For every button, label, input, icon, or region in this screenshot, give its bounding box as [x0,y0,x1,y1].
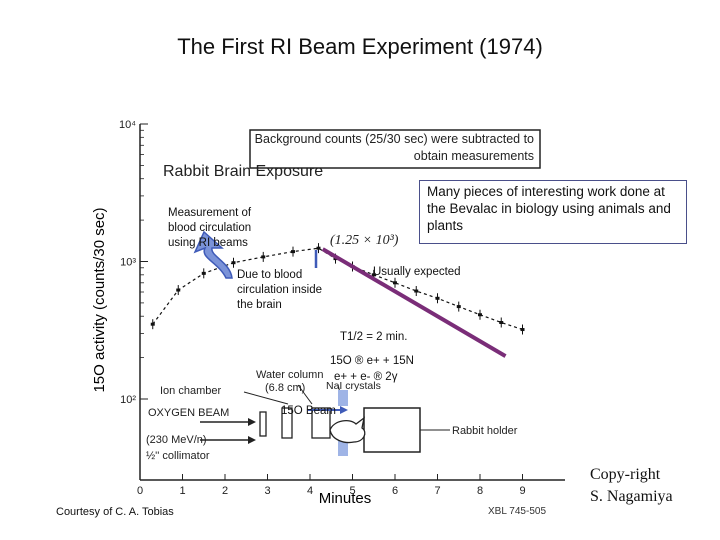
blood-circulation-note: Due to blood circulation inside the brai… [237,268,337,313]
courtesy-credit: Courtesy of C. A. Tobias [56,506,174,518]
usually-expected-note: Usually expected [373,266,461,278]
beam-label: 15O Beam [281,405,336,417]
x-tick-label: 8 [477,485,483,497]
chart-ticks: 0 1 2 3 4 5 6 7 8 9 10² 10³ 10⁴ [119,119,526,497]
x-tick-label: 4 [307,485,313,497]
data-point [371,273,376,277]
data-point [478,313,482,317]
background-note-holder: Background counts (25/30 sec) were subtr… [254,132,534,163]
data-point [414,289,419,293]
water-column [311,407,331,439]
beam-energy-label: (230 MeV/n) [146,434,207,446]
data-point [316,246,321,250]
x-tick-label: 6 [392,485,398,497]
blood-measurement-note: Measurement of blood circulation using R… [168,207,252,249]
x-axis-title: Minutes [319,490,372,507]
data-point [393,281,397,285]
data-point [291,250,295,254]
copyright-block: Copy-right S. Nagamiya [590,464,673,509]
water-column-leader [297,384,313,405]
x-tick-label: 0 [137,485,143,497]
ion-chamber-plate [259,411,267,437]
figure-ref-code: XBL 745-505 [488,506,546,517]
y-tick-label: 10³ [120,257,136,269]
x-tick-label: 9 [519,485,525,497]
decay-line-1: 15O ® e+ + 15N [330,355,414,367]
x-tick-label: 7 [434,485,440,497]
rabbit-icon [329,416,366,444]
ion-chamber-plate-2 [281,407,293,439]
data-point [261,255,266,259]
nai-crystal-bottom [338,438,348,456]
ion-chamber-leader [243,391,289,405]
data-point [435,296,440,300]
slide-title: The First RI Beam Experiment (1974) [177,34,543,59]
beam-arrow-head-icon [248,418,256,426]
data-point [499,321,504,325]
y-tick-label: 10² [120,394,136,406]
half-life-note: T1/2 = 2 min. [340,331,408,343]
data-point [176,288,181,292]
water-column-length: (6.8 cm) [265,382,305,394]
y-axis-title: 15O activity (counts/30 sec) [91,207,108,392]
beam-arrow-head-icon-2 [248,436,256,444]
data-point [520,328,525,332]
x-tick-label: 1 [179,485,185,497]
peak-label: (1.25 × 10³) [330,233,399,248]
water-column-label: Water column [256,369,323,381]
measurement-arrow-icon [193,230,233,279]
expected-curve [321,247,507,358]
rabbit-holder [363,407,421,453]
copyright-line-2: S. Nagamiya [590,488,673,506]
measured-curve [152,247,523,331]
data-point [231,261,236,265]
beam-label-arrow-head-icon [340,406,348,414]
background-note-box [249,129,541,169]
x-tick-label: 3 [264,485,270,497]
y-tick-label: 10⁴ [119,119,136,131]
data-point [456,305,461,309]
copyright-line-1: Copy-right [590,466,661,483]
x-tick-label: 2 [222,485,228,497]
apparatus-diagram: Ion chamber Water column (6.8 cm) NaI cr… [146,369,518,462]
x-tick-label: 5 [349,485,355,497]
nai-crystal-top [338,390,348,406]
panel-title: Rabbit Brain Exposure [163,163,323,180]
rabbit-holder-label: Rabbit holder [452,425,518,437]
background-note: Background counts (25/30 sec) were subtr… [254,132,534,163]
decay-line-2: e+ + e- ® 2γ [334,371,398,383]
expected-line [321,247,507,358]
data-point [201,271,206,275]
ion-chamber-label: Ion chamber [160,385,221,397]
collimator-label: ½'' collimator [146,450,210,462]
callout-box: Many pieces of interesting work done at … [419,180,687,244]
oxygen-beam-label: OXYGEN BEAM [148,407,229,419]
data-point [150,322,155,326]
nai-label: NaI crystals [326,380,381,392]
